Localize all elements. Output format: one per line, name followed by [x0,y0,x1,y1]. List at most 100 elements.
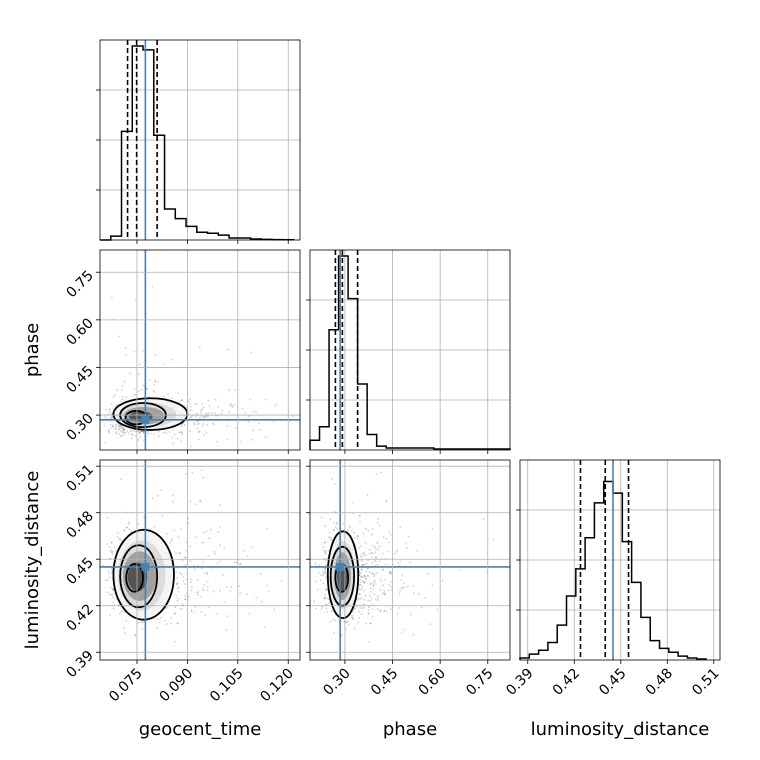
sample-point [200,469,203,472]
sample-point [127,523,130,526]
sample-point [356,537,359,540]
sample-point [359,607,362,609]
sample-point [381,568,384,571]
sample-point [403,629,406,631]
sample-point [226,425,229,428]
sample-point [111,571,113,574]
sample-point [190,415,193,418]
sample-point [189,560,192,563]
sample-point [188,403,191,406]
sample-point [111,425,114,428]
sample-point [362,580,365,583]
sample-point [403,586,406,588]
sample-point [381,552,384,555]
sample-point [178,401,180,404]
sample-point [229,404,232,407]
sample-point [332,610,334,613]
sample-point [203,531,205,534]
sample-point [377,549,380,551]
sample-point [185,578,188,581]
sample-point [204,415,206,418]
sample-point [176,582,179,585]
sample-point [193,422,195,424]
sample-point [409,613,412,616]
sample-point [142,384,145,387]
sample-point [360,556,363,559]
sample-point [369,587,372,590]
sample-point [108,408,111,410]
sample-point [137,429,139,432]
sample-point [176,437,179,440]
sample-point [121,430,124,433]
sample-point [189,445,192,448]
sample-point [364,527,367,530]
sample-point [441,580,444,582]
sample-point [372,573,374,575]
sample-point [176,622,179,625]
sample-point [112,424,114,426]
sample-point [112,601,114,604]
sample-point [246,555,249,558]
sample-point [366,574,369,577]
sample-point [243,549,246,552]
sample-point [142,621,145,624]
sample-point [389,534,392,536]
sample-point [373,573,376,576]
sample-point [250,351,252,354]
sample-point [139,430,142,433]
sample-point [361,564,364,566]
panel-grid-1-0 [100,250,300,450]
sample-point [138,390,141,393]
sample-point [189,408,192,411]
sample-point [323,541,326,544]
sample-point [386,611,389,613]
sample-point [114,425,117,427]
sample-point [420,606,423,609]
sample-point [181,399,184,402]
sample-point [360,559,363,562]
sample-point [234,561,236,564]
sample-point [173,612,176,615]
sample-point [388,541,390,544]
sample-point [374,556,377,559]
sample-point [135,393,137,396]
sample-point [233,404,235,407]
sample-point [351,617,354,620]
sample-point [123,428,126,431]
sample-point [197,438,200,441]
sample-point [363,575,366,578]
sample-point [128,521,130,524]
sample-point [104,579,107,582]
sample-point [206,589,209,592]
sample-point [264,398,267,401]
sample-point [227,389,230,392]
sample-point [363,563,366,566]
sample-point [177,590,180,593]
sample-point [229,403,232,406]
sample-point [189,398,192,401]
sample-point [174,606,177,609]
sample-point [122,428,125,431]
sample-point [123,399,126,401]
sample-point [214,398,217,401]
sample-point [126,430,129,432]
sample-point [375,472,378,475]
sample-point [371,608,374,611]
sample-point [112,607,115,610]
sample-point [368,548,371,551]
sample-point [171,436,173,439]
sample-point [216,531,219,533]
sample-point [121,427,124,429]
sample-point [398,592,401,595]
sample-point [361,564,364,567]
sample-point [201,425,204,427]
sample-point [202,417,205,420]
sample-point [205,415,207,417]
sample-point [241,407,244,410]
sample-point [367,529,370,532]
sample-point [139,363,141,366]
sample-point [219,544,221,547]
sample-point [117,428,120,431]
sample-point [400,587,403,590]
sample-point [154,353,157,356]
